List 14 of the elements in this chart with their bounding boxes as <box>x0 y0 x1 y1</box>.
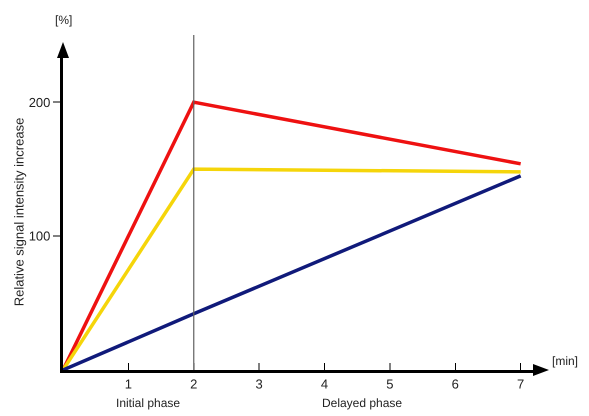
x-tick-label: 1 <box>124 376 132 392</box>
x-tick-label: 2 <box>190 376 198 392</box>
text: [%] <box>55 13 72 27</box>
x-tick-label: 6 <box>452 376 459 392</box>
x-tick-label: 4 <box>320 376 328 392</box>
text: Delayed phase <box>322 396 402 410</box>
y-tick-label: 100 <box>28 228 50 244</box>
x-tick-label: 7 <box>517 376 524 392</box>
y-axis-title: Relative signal intensity increase <box>12 118 27 306</box>
text: [min] <box>552 354 578 368</box>
text: Initial phase <box>116 396 180 410</box>
x-tick-label: 5 <box>386 376 394 392</box>
x-tick-label: 3 <box>256 376 263 392</box>
y-tick-label: 200 <box>28 94 50 110</box>
